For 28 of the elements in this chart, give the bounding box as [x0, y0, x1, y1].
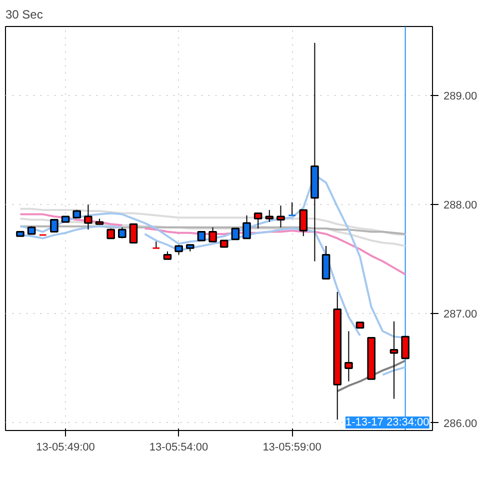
- candlestick: [265, 209, 274, 222]
- candlestick: [299, 209, 308, 237]
- y-tick-label: 286.00: [444, 418, 478, 430]
- candlestick: [254, 212, 262, 229]
- x-tick-label: 13-05:49:00: [36, 442, 95, 454]
- candlestick: [401, 336, 410, 360]
- chart-title: 30 Sec: [6, 8, 43, 22]
- x-tick-label: 13-05:59:00: [262, 442, 322, 454]
- candlestick: [242, 214, 251, 240]
- candlestick: [344, 330, 353, 382]
- candlestick: [231, 228, 240, 240]
- line-series: [19, 208, 406, 236]
- candlestick: [288, 202, 296, 216]
- x-tick-label: 13-05:54:00: [149, 442, 208, 454]
- y-tick-label: 289.00: [444, 90, 478, 102]
- candlestick: [276, 205, 285, 228]
- line-series: [336, 360, 406, 392]
- candlestick: [208, 226, 217, 242]
- candlestick: [118, 226, 126, 239]
- candlestick: [84, 204, 92, 230]
- candlestick: [50, 219, 58, 233]
- y-tick-label: 287.00: [444, 308, 478, 321]
- candlestick: [390, 320, 398, 400]
- y-tick-label: 288.00: [444, 199, 478, 212]
- candlestick: [106, 228, 115, 240]
- candlestick: [129, 223, 138, 244]
- annotation: 1-13-17 23:34:00: [346, 416, 430, 428]
- candlestick: [152, 241, 160, 249]
